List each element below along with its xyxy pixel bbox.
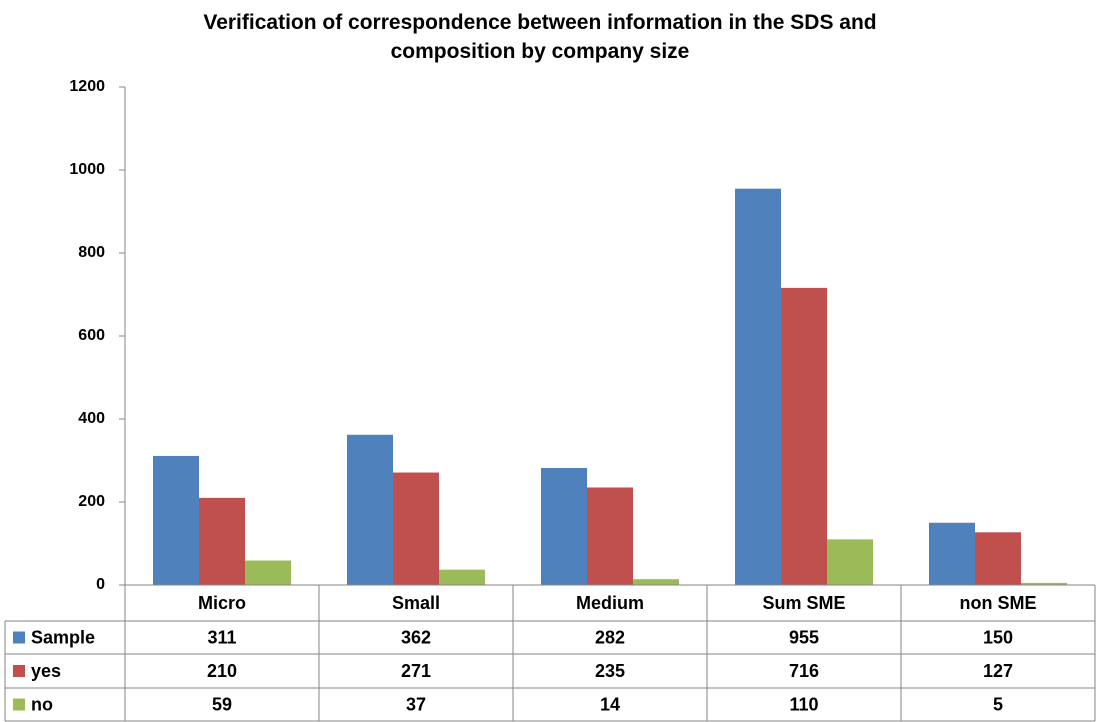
bar	[245, 560, 291, 585]
table-value: 110	[789, 694, 818, 714]
x-tick-label: Micro	[198, 593, 246, 613]
table-value: 150	[983, 627, 1013, 647]
bar	[541, 467, 587, 585]
bar	[929, 522, 975, 585]
table-value: 271	[401, 661, 431, 681]
bar	[587, 487, 633, 585]
x-tick-label: Medium	[576, 593, 644, 613]
table-value: 311	[207, 627, 236, 647]
bar	[393, 472, 439, 585]
legend-label: no	[31, 694, 53, 714]
table-value: 282	[595, 627, 625, 647]
table-value: 955	[789, 627, 819, 647]
legend-label: yes	[31, 661, 61, 681]
bar	[781, 287, 827, 585]
bar	[633, 579, 679, 585]
y-tick-label: 1000	[69, 161, 105, 178]
bar	[347, 434, 393, 585]
y-tick-label: 200	[78, 493, 105, 510]
bar	[439, 569, 485, 585]
y-tick-label: 800	[78, 244, 105, 261]
bar	[199, 497, 245, 585]
table-value: 14	[600, 694, 620, 714]
y-tick-label: 600	[78, 327, 105, 344]
bar	[827, 539, 873, 585]
x-tick-label: non SME	[960, 593, 1037, 613]
table-value: 37	[406, 694, 426, 714]
table-value: 210	[207, 661, 237, 681]
x-tick-label: Sum SME	[762, 593, 845, 613]
y-tick-label: 0	[96, 576, 105, 593]
bar	[153, 455, 199, 585]
x-tick-label: Small	[392, 593, 440, 613]
legend-label: Sample	[31, 627, 95, 647]
bar	[735, 188, 781, 586]
legend-swatch	[13, 665, 25, 677]
y-tick-label: 1200	[69, 78, 105, 95]
table-value: 5	[993, 694, 1003, 714]
chart-title: Verification of correspondence between i…	[203, 11, 877, 63]
table-value: 59	[212, 694, 232, 714]
bar	[975, 532, 1021, 585]
table-value: 362	[401, 627, 431, 647]
y-tick-label: 400	[78, 410, 105, 427]
table-value: 127	[983, 661, 1013, 681]
table-value: 716	[789, 661, 819, 681]
table-value: 235	[595, 661, 625, 681]
bar	[1021, 582, 1067, 585]
legend-swatch	[13, 698, 25, 711]
legend-swatch	[13, 631, 25, 644]
